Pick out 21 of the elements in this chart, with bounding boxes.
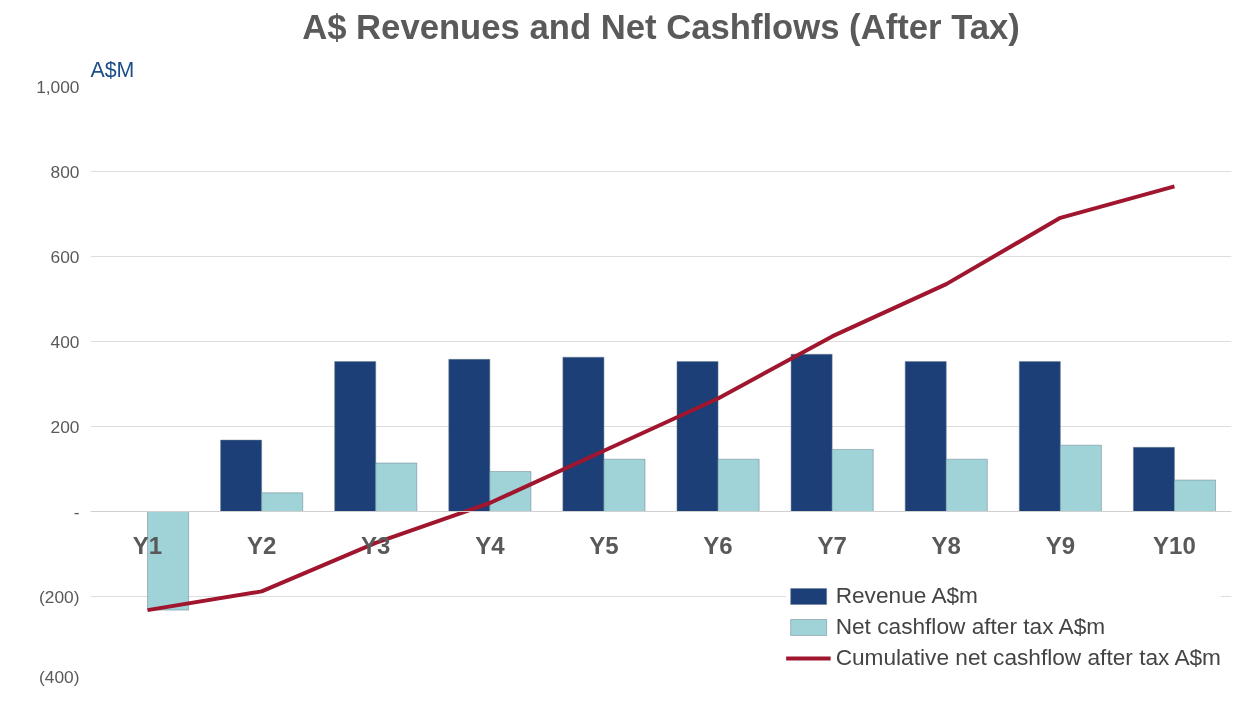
y-tick-label: 1,000 (36, 76, 80, 97)
x-tick-label: Y5 (589, 531, 619, 559)
x-tick-label: Y2 (246, 531, 277, 559)
y-tick-label: 400 (50, 331, 80, 352)
x-tick-label: Y10 (1153, 531, 1196, 559)
legend-label: Revenue A$m (835, 582, 978, 609)
x-tick-label: Y8 (931, 531, 961, 559)
y-tick-label: 600 (50, 246, 80, 267)
y-tick-label: 800 (50, 161, 80, 182)
y-axis-title: A$M (90, 57, 135, 82)
y-tick-label: (400) (39, 666, 80, 687)
legend-label: Cumulative net cashflow after tax A$m (835, 644, 1221, 671)
y-tick-label: 200 (50, 416, 80, 437)
x-tick-label: Y6 (703, 531, 733, 559)
x-tick-label: Y7 (817, 531, 847, 559)
x-tick-label: Y9 (1045, 531, 1076, 559)
legend-label: Net cashflow after tax A$m (835, 613, 1106, 640)
y-tick-label: - (73, 501, 80, 522)
y-tick-label: (200) (39, 586, 80, 607)
chart-title: A$ Revenues and Net Cashflows (After Tax) (302, 7, 1020, 46)
x-tick-label: Y4 (475, 531, 506, 559)
